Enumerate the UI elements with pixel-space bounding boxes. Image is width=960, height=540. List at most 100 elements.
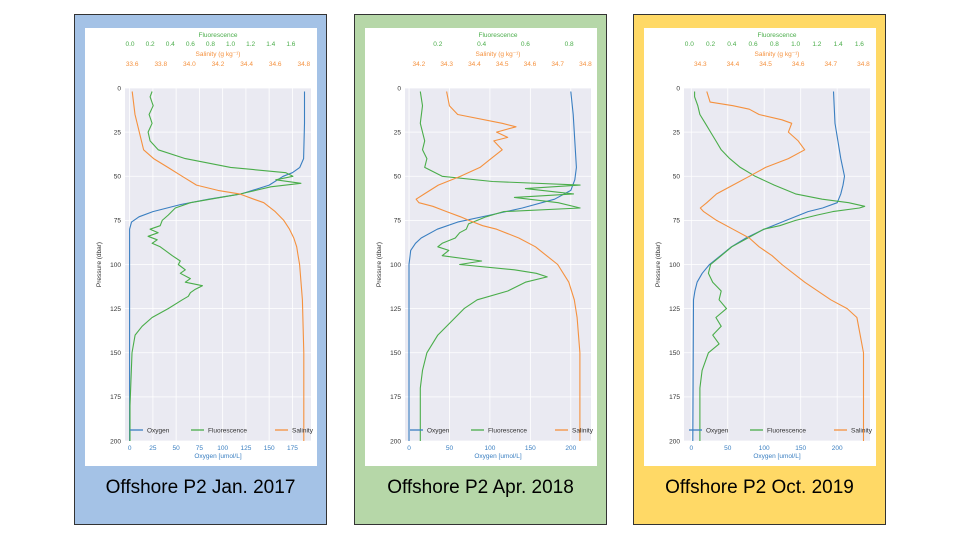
y-tick-label: 100 [669, 262, 680, 269]
salinity-tick-label: 34.3 [694, 61, 707, 68]
salinity-tick-label: 34.6 [524, 61, 537, 68]
fluorescence-tick-label: 1.2 [246, 41, 255, 48]
salinity-tick-label: 34.5 [759, 61, 772, 68]
profile-chart-apr-2018: 0 25 50 75 100 125 150 175 200 Pressure (dbar) 0 50… [365, 28, 597, 466]
caption-oct-2019: Offshore P2 Oct. 2019 [665, 477, 854, 498]
y-tick-label: 50 [673, 174, 681, 181]
oxygen-tick-label: 150 [525, 445, 536, 452]
y-tick-label: 100 [110, 262, 121, 269]
oxygen-tick-label: 0 [689, 445, 693, 452]
y-axis-label: Pressure (dbar) [376, 242, 383, 287]
oxygen-tick-label: 200 [565, 445, 576, 452]
y-tick-label: 0 [676, 85, 680, 92]
caption-jan-2017: Offshore P2 Jan. 2017 [105, 477, 296, 498]
fluorescence-tick-label: 1.0 [791, 41, 800, 48]
legend-label-fluorescence: Fluorescence [767, 427, 806, 434]
y-tick-label: 175 [669, 394, 680, 401]
fluorescence-tick-label: 1.6 [855, 41, 864, 48]
salinity-line [699, 91, 865, 441]
fluorescence-tick-label: 1.2 [812, 41, 821, 48]
fluorescence-tick-label: 0.6 [186, 41, 195, 48]
fluorescence-tick-label: 0.2 [146, 41, 155, 48]
fluorescence-tick-label: 1.6 [286, 41, 295, 48]
fluorescence-line [694, 91, 866, 441]
fluorescence-tick-label: 0.4 [166, 41, 175, 48]
y-tick-label: 75 [673, 218, 681, 225]
legend-label-salinity: Salinity [572, 427, 594, 434]
y-tick-label: 175 [390, 394, 401, 401]
oxygen-tick-label: 200 [832, 445, 843, 452]
legend-label-fluorescence: Fluorescence [208, 427, 247, 434]
y-axis-label: Pressure (dbar) [96, 242, 103, 287]
y-tick-label: 75 [394, 218, 402, 225]
salinity-tick-label: 34.8 [857, 61, 870, 68]
salinity-tick-label: 33.8 [154, 61, 167, 68]
fluorescence-tick-label: 0.4 [477, 41, 486, 48]
y-tick-label: 100 [390, 262, 401, 269]
legend-label-salinity: Salinity [851, 427, 873, 434]
salinity-tick-label: 34.8 [298, 61, 311, 68]
legend-label-oxygen: Oxygen [706, 427, 729, 434]
salinity-tick-label: 34.4 [727, 61, 740, 68]
y-tick-label: 25 [673, 129, 681, 136]
salinity-tick-label: 33.6 [126, 61, 139, 68]
oxygen-tick-label: 150 [264, 445, 275, 452]
salinity-tick-label: 34.3 [440, 61, 453, 68]
legend-label-fluorescence: Fluorescence [488, 427, 527, 434]
fluorescence-tick-label: 0.2 [706, 41, 715, 48]
oxygen-tick-label: 100 [484, 445, 495, 452]
profile-svg-apr-2018: 0 25 50 75 100 125 150 175 200 Pressure (dbar) 0 50… [376, 32, 594, 460]
fluorescence-tick-label: 1.4 [834, 41, 843, 48]
oxygen-axis-label: Oxygen [umol/L] [194, 453, 242, 460]
fluorescence-tick-label: 0.6 [521, 41, 530, 48]
y-tick-label: 125 [390, 306, 401, 313]
y-tick-label: 200 [669, 438, 680, 445]
y-tick-label: 200 [110, 438, 121, 445]
salinity-axis-label: Salinity (g kg⁻¹) [196, 51, 241, 58]
salinity-axis-label: Salinity (g kg⁻¹) [476, 51, 521, 58]
salinity-tick-label: 34.6 [792, 61, 805, 68]
oxygen-tick-label: 175 [287, 445, 298, 452]
y-tick-label: 125 [110, 306, 121, 313]
fluorescence-tick-label: 0.4 [727, 41, 736, 48]
y-tick-label: 150 [110, 350, 121, 357]
y-tick-label: 50 [114, 174, 122, 181]
oxygen-axis-label: Oxygen [umol/L] [753, 453, 801, 460]
fluorescence-tick-label: 0.6 [749, 41, 758, 48]
oxygen-line [692, 91, 846, 442]
fluorescence-axis-label: Fluorescence [757, 32, 796, 39]
oxygen-tick-label: 50 [173, 445, 181, 452]
panel-apr-2018: 0 25 50 75 100 125 150 175 200 Pressure (dbar) 0 50… [354, 14, 607, 525]
fluorescence-line [129, 91, 302, 441]
fluorescence-axis-label: Fluorescence [478, 32, 517, 39]
fluorescence-tick-label: 0.8 [565, 41, 574, 48]
caption-apr-2018: Offshore P2 Apr. 2018 [387, 477, 574, 498]
oxygen-tick-label: 75 [196, 445, 204, 452]
profile-chart-oct-2019: 0 25 50 75 100 125 150 175 200 Pressure (dbar) 0 50… [644, 28, 876, 466]
y-tick-label: 150 [669, 350, 680, 357]
salinity-tick-label: 34.7 [551, 61, 564, 68]
salinity-tick-label: 34.2 [413, 61, 426, 68]
salinity-axis-label: Salinity (g kg⁻¹) [755, 51, 800, 58]
oxygen-axis-label: Oxygen [umol/L] [474, 453, 522, 460]
oxygen-tick-label: 50 [724, 445, 732, 452]
salinity-line [415, 91, 581, 441]
y-tick-label: 50 [394, 174, 402, 181]
fluorescence-tick-label: 0.8 [770, 41, 779, 48]
legend-label-oxygen: Oxygen [427, 427, 450, 434]
salinity-tick-label: 34.8 [579, 61, 592, 68]
salinity-line [131, 91, 305, 441]
salinity-tick-label: 34.7 [825, 61, 838, 68]
y-tick-label: 25 [394, 129, 402, 136]
fluorescence-tick-label: 0.0 [685, 41, 694, 48]
oxygen-tick-label: 100 [759, 445, 770, 452]
fluorescence-tick-label: 0.0 [126, 41, 135, 48]
profile-chart-jan-2017: 0 25 50 75 100 125 150 175 200 Pressure (dbar) 0 25… [85, 28, 317, 466]
legend-label-salinity: Salinity [292, 427, 314, 434]
y-axis-label: Pressure (dbar) [655, 242, 662, 287]
y-tick-label: 175 [110, 394, 121, 401]
salinity-tick-label: 34.4 [240, 61, 253, 68]
profile-svg-jan-2017: 0 25 50 75 100 125 150 175 200 Pressure (dbar) 0 25… [96, 32, 314, 460]
fluorescence-tick-label: 0.2 [433, 41, 442, 48]
y-tick-label: 0 [397, 85, 401, 92]
